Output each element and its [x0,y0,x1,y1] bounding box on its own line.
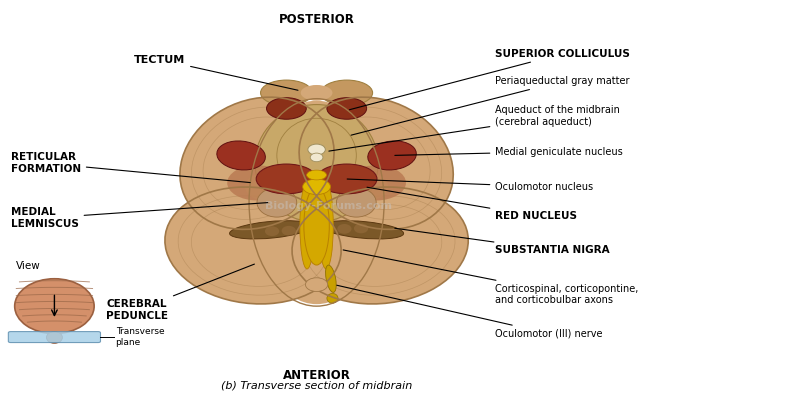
Ellipse shape [322,221,404,239]
Ellipse shape [354,224,368,233]
Ellipse shape [217,141,266,170]
Ellipse shape [46,331,62,343]
Text: RETICULAR
FORMATION: RETICULAR FORMATION [10,152,250,183]
Ellipse shape [266,98,306,119]
Text: View: View [16,261,41,271]
Text: ANTERIOR: ANTERIOR [282,370,350,382]
Ellipse shape [165,187,341,304]
Text: SUPERIOR COLLICULUS: SUPERIOR COLLICULUS [350,49,630,110]
Ellipse shape [327,98,366,119]
FancyBboxPatch shape [8,331,101,343]
Text: Transverse
plane: Transverse plane [115,328,164,347]
Ellipse shape [346,165,406,200]
Text: Aqueduct of the midbrain
(cerebral aqueduct): Aqueduct of the midbrain (cerebral aqued… [329,106,620,151]
Ellipse shape [282,226,296,236]
Ellipse shape [319,183,334,269]
Ellipse shape [302,179,330,195]
Ellipse shape [277,118,356,193]
Text: CEREBRAL
PEDUNCLE: CEREBRAL PEDUNCLE [106,264,254,321]
Ellipse shape [265,226,279,236]
Text: Medial geniculate nucleus: Medial geniculate nucleus [395,146,623,156]
Text: Oculomotor nucleus: Oculomotor nucleus [347,179,594,192]
Text: MEDIAL
LEMNISCUS: MEDIAL LEMNISCUS [10,202,268,229]
Text: POSTERIOR: POSTERIOR [278,13,354,25]
Circle shape [256,164,317,194]
Ellipse shape [257,188,297,217]
Ellipse shape [338,224,351,234]
Text: SUBSTANTIA NIGRA: SUBSTANTIA NIGRA [395,228,610,255]
Ellipse shape [321,80,373,106]
Ellipse shape [230,221,311,239]
Ellipse shape [321,225,335,234]
Ellipse shape [348,173,388,200]
Ellipse shape [292,187,468,304]
Text: Periaqueductal gray matter: Periaqueductal gray matter [351,76,630,135]
Ellipse shape [327,293,338,303]
Text: Biology-Forums.com: Biology-Forums.com [265,201,392,211]
Ellipse shape [301,85,333,100]
Ellipse shape [255,104,378,222]
Ellipse shape [245,173,285,200]
Text: (b) Transverse section of midbrain: (b) Transverse section of midbrain [221,380,412,390]
Text: RED NUCLEUS: RED NUCLEUS [367,187,578,221]
Circle shape [317,164,377,194]
Ellipse shape [180,97,334,229]
Text: Corticospinal, corticopontine,
and corticobulbar axons: Corticospinal, corticopontine, and corti… [343,250,638,305]
Ellipse shape [326,265,336,293]
Ellipse shape [308,144,326,155]
Ellipse shape [337,188,376,217]
Ellipse shape [304,187,330,265]
Ellipse shape [306,170,326,180]
Ellipse shape [261,80,312,106]
Ellipse shape [306,278,328,291]
Text: Oculomotor (III) nerve: Oculomotor (III) nerve [337,285,603,339]
Ellipse shape [253,100,380,304]
Ellipse shape [300,183,314,269]
Ellipse shape [310,153,323,162]
Ellipse shape [368,141,416,170]
Ellipse shape [299,97,454,229]
Text: TECTUM: TECTUM [134,54,298,90]
Ellipse shape [14,279,94,333]
Ellipse shape [227,165,286,200]
Ellipse shape [298,225,313,235]
